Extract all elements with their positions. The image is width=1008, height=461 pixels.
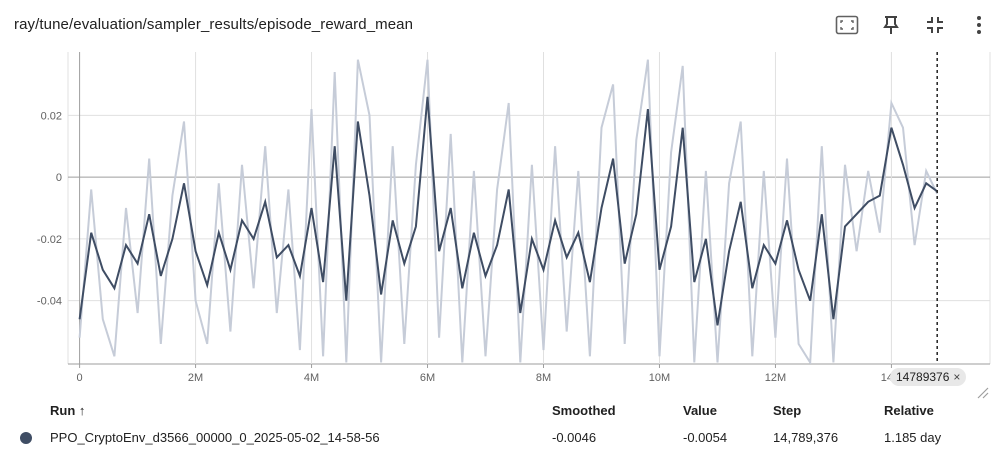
- y-tick-label: -0.04: [37, 296, 62, 308]
- more-options-button[interactable]: [960, 10, 998, 40]
- run-value: -0.0054: [683, 430, 728, 445]
- header-relative[interactable]: Relative: [884, 403, 934, 418]
- y-tick-label: 0: [56, 172, 62, 184]
- x-tick-label: 12M: [765, 372, 786, 384]
- run-smoothed: -0.0046: [552, 430, 597, 445]
- x-tick-label: 10M: [649, 372, 670, 384]
- collapse-icon: [926, 16, 944, 34]
- header-value[interactable]: Value: [683, 403, 717, 418]
- pin-button[interactable]: [872, 10, 910, 40]
- header-smoothed[interactable]: Smoothed: [552, 403, 616, 418]
- y-tick-label: 0.02: [41, 110, 62, 122]
- x-tick-label: 0: [77, 372, 83, 384]
- x-tick-label: 6M: [420, 372, 435, 384]
- run-relative: 1.185 day: [884, 430, 942, 445]
- fit-domain-button[interactable]: [828, 10, 866, 40]
- series-raw-line: [78, 59, 939, 364]
- run-step: 14,789,376: [773, 430, 839, 445]
- table-row: PPO_CryptoEnv_d3566_00000_0_2025-05-02_1…: [0, 424, 1008, 450]
- card-toolbar: [828, 10, 998, 40]
- pin-icon: [882, 15, 900, 35]
- series-smoothed-line: [78, 96, 938, 326]
- y-tick-label: -0.02: [37, 234, 62, 246]
- run-table-header: Run ↑ Smoothed Value Step Relative: [0, 398, 1008, 424]
- close-icon[interactable]: ×: [953, 370, 961, 384]
- x-tick-label: 4M: [304, 372, 319, 384]
- step-cursor-badge[interactable]: 14789376 ×: [890, 368, 967, 386]
- chart-title: ray/tune/evaluation/sampler_results/epis…: [14, 16, 414, 33]
- line-chart[interactable]: 0.020-0.02-0.0402M4M6M8M10M12M14M: [0, 50, 1008, 390]
- x-tick-label: 2M: [188, 372, 203, 384]
- resize-handle-icon[interactable]: [976, 386, 990, 405]
- more-vert-icon: [976, 15, 982, 35]
- run-color-swatch: [20, 432, 32, 444]
- fit-domain-icon: [835, 15, 859, 35]
- header-run[interactable]: Run ↑: [50, 403, 86, 418]
- step-cursor-label: 14789376: [896, 370, 950, 384]
- run-name: PPO_CryptoEnv_d3566_00000_0_2025-05-02_1…: [50, 430, 380, 445]
- header-step[interactable]: Step: [773, 403, 802, 418]
- x-tick-label: 8M: [536, 372, 551, 384]
- collapse-button[interactable]: [916, 10, 954, 40]
- run-table: Run ↑ Smoothed Value Step Relative PPO_C…: [0, 398, 1008, 450]
